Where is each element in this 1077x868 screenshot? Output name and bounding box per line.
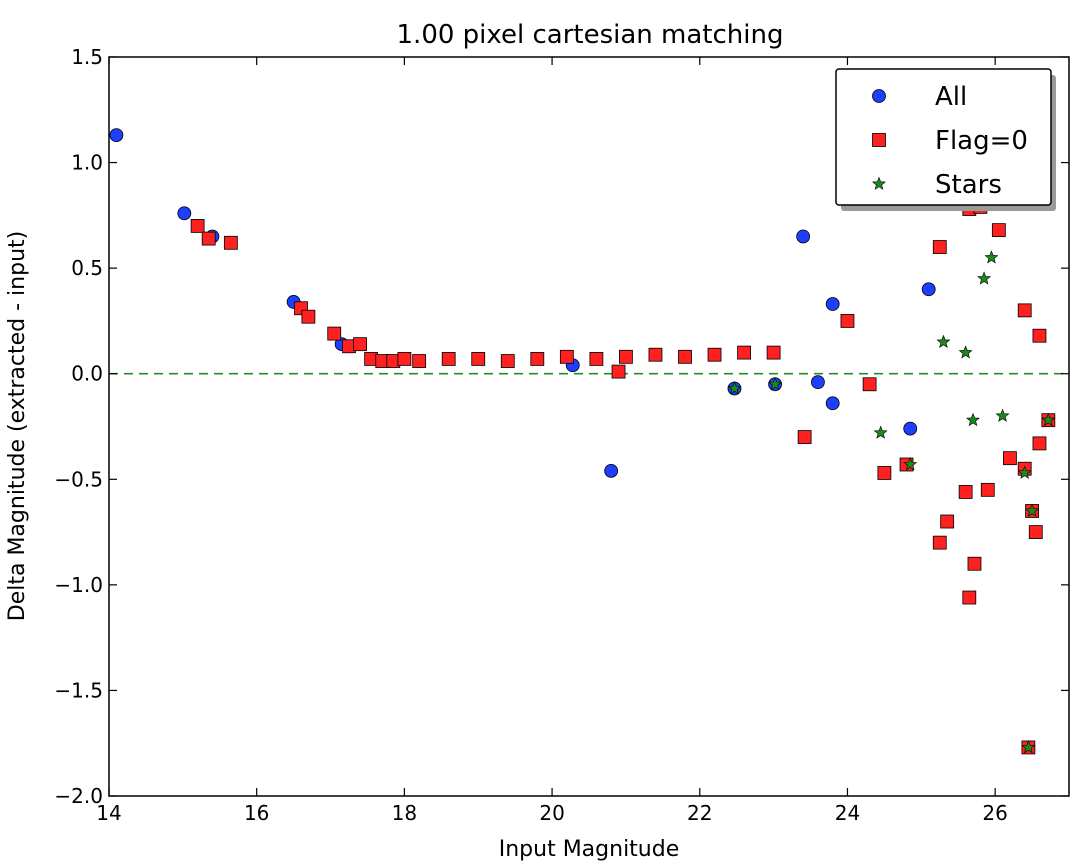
y-tick-label: 1.0	[71, 151, 103, 175]
data-point-circle	[921, 282, 936, 297]
data-point-square	[737, 345, 751, 360]
data-point-square	[223, 235, 238, 250]
data-point-star	[977, 271, 992, 285]
data-point-square	[412, 354, 427, 368]
x-axis-label: Input Magnitude	[499, 837, 680, 862]
data-point-square	[862, 377, 877, 392]
data-point-star	[966, 412, 980, 427]
y-tick-label: 1.5	[71, 45, 103, 69]
data-point-square	[932, 535, 947, 550]
data-point-star	[1021, 740, 1036, 754]
data-point-square	[530, 352, 545, 366]
data-point-square	[797, 430, 812, 444]
legend-label: Stars	[935, 170, 1002, 200]
x-tick-label: 18	[392, 801, 417, 825]
data-point-square	[397, 352, 412, 366]
data-point-square	[707, 347, 722, 362]
x-tick-label: 22	[687, 801, 712, 825]
x-tick-label: 26	[982, 801, 1007, 825]
legend-marker-star	[872, 176, 886, 190]
data-point-square	[940, 514, 955, 529]
data-point-star	[1017, 465, 1032, 479]
data-point-star	[995, 408, 1010, 422]
x-tick-label: 24	[835, 801, 860, 825]
data-point-star	[727, 381, 742, 395]
data-point-square	[619, 349, 633, 364]
data-point-circle	[825, 396, 840, 411]
data-point-square	[678, 349, 692, 364]
data-point-square	[500, 354, 515, 368]
legend-marker-circle	[872, 89, 886, 103]
y-axis-label: Delta Magnitude (extracted - input)	[5, 231, 30, 621]
data-point-square	[1003, 451, 1017, 466]
legend-marker-square	[872, 133, 886, 147]
x-tick-label: 16	[244, 801, 269, 825]
data-point-square	[766, 345, 781, 360]
data-point-square	[1032, 328, 1047, 343]
data-point-star	[873, 425, 888, 439]
data-point-square	[611, 364, 626, 379]
legend: All Flag=0 Stars	[835, 68, 1056, 211]
y-tick-label: −2.0	[54, 784, 103, 808]
data-point-star	[903, 457, 918, 471]
data-point-star	[936, 334, 951, 348]
data-point-square	[471, 352, 486, 366]
data-point-circle	[109, 128, 124, 143]
plot-frame	[108, 56, 1070, 797]
x-tick-label: 20	[539, 801, 564, 825]
data-point-circle	[796, 229, 811, 244]
y-tick-label: −1.0	[54, 573, 103, 597]
data-point-square	[1017, 303, 1032, 318]
ticks-layer: 14 16 18 20 22 24 26 −2.0 −1.5 −1.0 −0.5 0.0 0.5 1.0 1…	[54, 45, 1069, 825]
data-point-circle	[177, 206, 192, 221]
chart-title: 1.00 pixel cartesian matching	[397, 20, 784, 50]
data-point-square	[589, 352, 604, 366]
data-point-square	[353, 337, 367, 352]
data-point-square	[1028, 525, 1043, 539]
data-point-square	[441, 352, 456, 366]
data-point-square	[967, 556, 982, 571]
legend-items: All Flag=0 Stars	[872, 82, 1028, 200]
data-point-square	[962, 590, 977, 605]
data-point-square	[1032, 436, 1047, 451]
data-point-star	[984, 250, 999, 264]
data-point-square	[932, 240, 947, 254]
data-point-square	[190, 219, 205, 233]
data-point-square	[327, 326, 342, 341]
data-point-circle	[903, 421, 918, 436]
data-point-square	[840, 314, 855, 328]
data-point-square	[877, 466, 892, 480]
data-point-circle	[811, 375, 825, 390]
series-stars	[727, 250, 1056, 754]
data-point-square	[991, 223, 1006, 238]
legend-label: All	[935, 82, 967, 112]
legend-box	[835, 68, 1052, 206]
y-tick-label: −0.5	[54, 467, 103, 491]
legend-label: Flag=0	[935, 126, 1028, 156]
data-point-circle	[604, 463, 619, 478]
data-point-square	[559, 349, 574, 364]
data-point-star	[1041, 412, 1056, 427]
data-point-square	[980, 482, 995, 497]
data-point-square	[301, 309, 316, 324]
data-point-square	[201, 231, 216, 246]
data-point-star	[958, 345, 973, 359]
y-tick-label: 0.5	[71, 256, 103, 280]
data-point-square	[648, 347, 663, 362]
y-tick-label: −1.5	[54, 678, 103, 702]
data-point-square	[958, 485, 973, 499]
x-tick-label: 14	[96, 801, 121, 825]
data-point-star	[1025, 503, 1040, 517]
data-point-circle	[825, 297, 840, 311]
y-tick-label: 0.0	[71, 362, 103, 386]
data-point-star	[768, 376, 783, 391]
